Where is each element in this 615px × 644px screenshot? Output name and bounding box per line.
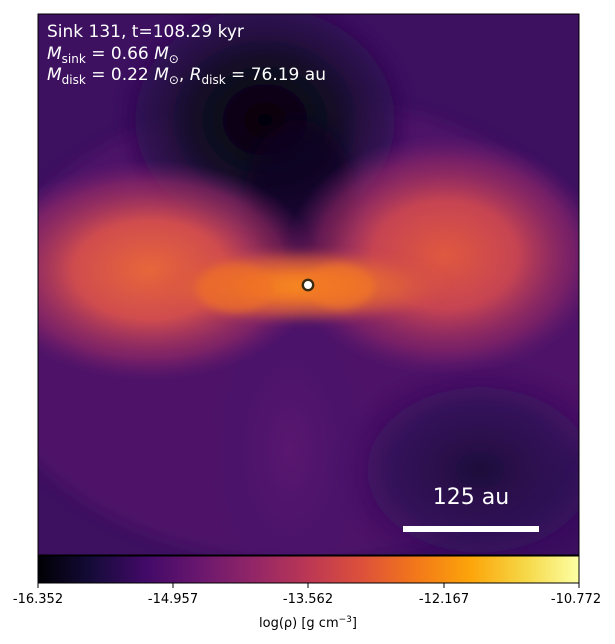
- disk-info-text: Mdisk = 0.22 M⊙, Rdisk = 76.19 au: [47, 65, 326, 87]
- colorbar-tick-label: -10.772: [551, 592, 601, 607]
- colorbar-tick-label: -12.167: [419, 592, 469, 607]
- colorbar-ticks: [37, 583, 580, 588]
- sink-marker: [301, 278, 315, 292]
- sink-info-text: Sink 131, t=108.29 kyr: [47, 22, 244, 42]
- colorbar: [38, 556, 579, 583]
- density-map: [38, 14, 579, 555]
- sink-mass-text: Msink = 0.66 M⊙: [47, 44, 179, 66]
- colorbar-tick-label: -13.562: [283, 592, 333, 607]
- colorbar-tick-label: -14.957: [148, 592, 198, 607]
- colorbar-tick-label: -16.352: [13, 592, 63, 607]
- scale-bar: [403, 526, 539, 532]
- plot-frame: [37, 13, 580, 556]
- colorbar-label: log(ρ) [g cm−3]: [259, 615, 357, 631]
- scale-bar-label: 125 au: [433, 485, 509, 510]
